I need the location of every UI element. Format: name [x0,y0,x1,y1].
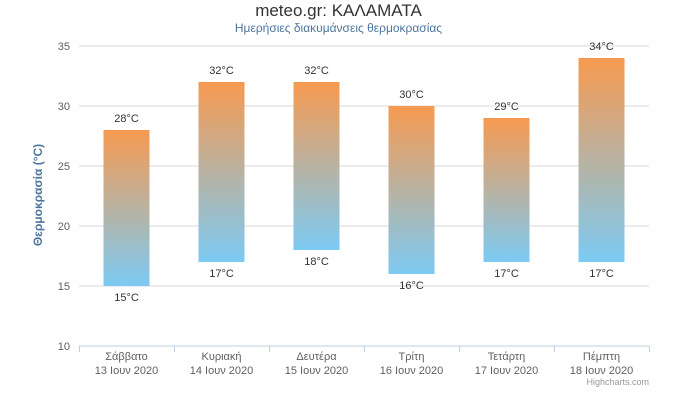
temperature-range-bar [293,82,340,250]
y-tick-label: 30 [58,101,70,113]
high-temp-label: 30°C [399,89,424,101]
x-tick-date-label: 13 Ιουν 2020 [95,365,159,377]
temperature-range-bar [103,130,150,286]
high-temp-label: 32°C [304,65,329,77]
y-tick-label: 35 [58,41,70,53]
y-tick-label: 20 [58,221,70,233]
x-tick-day-label: Δευτέρα [296,351,337,363]
x-tick-date-label: 17 Ιουν 2020 [475,365,539,377]
temperature-range-bar [198,82,245,262]
temperature-range-bar [483,118,530,262]
high-temp-label: 28°C [114,113,139,125]
x-tick-date-label: 16 Ιουν 2020 [380,365,444,377]
x-tick-day-label: Σάββατο [105,351,147,363]
low-temp-label: 15°C [114,292,139,304]
y-tick-label: 10 [58,341,70,353]
temperature-range-bar [578,58,625,262]
high-temp-label: 29°C [494,101,519,113]
low-temp-label: 16°C [399,280,424,292]
x-tick-date-label: 18 Ιουν 2020 [570,365,634,377]
chart-title: meteo.gr: ΚΑΛΑΜΑΤΑ [255,1,422,20]
x-tick-day-label: Πέμπτη [583,351,620,363]
temperature-range-bar [388,106,435,274]
low-temp-label: 17°C [209,268,234,280]
x-tick-day-label: Τετάρτη [488,351,526,363]
high-temp-label: 32°C [209,65,234,77]
x-tick-date-label: 14 Ιουν 2020 [190,365,254,377]
y-tick-label: 25 [58,161,70,173]
low-temp-label: 17°C [494,268,519,280]
high-temp-label: 34°C [589,41,614,53]
y-tick-label: 15 [58,281,70,293]
chart-subtitle: Ημερήσιες διακυμάνσεις θερμοκρασίας [234,21,443,35]
credits-link[interactable]: Highcharts.com [586,377,649,387]
x-tick-day-label: Τρίτη [399,351,425,363]
low-temp-label: 18°C [304,256,329,268]
x-tick-day-label: Κυριακή [201,351,241,363]
low-temp-label: 17°C [589,268,614,280]
x-tick-date-label: 15 Ιουν 2020 [285,365,349,377]
